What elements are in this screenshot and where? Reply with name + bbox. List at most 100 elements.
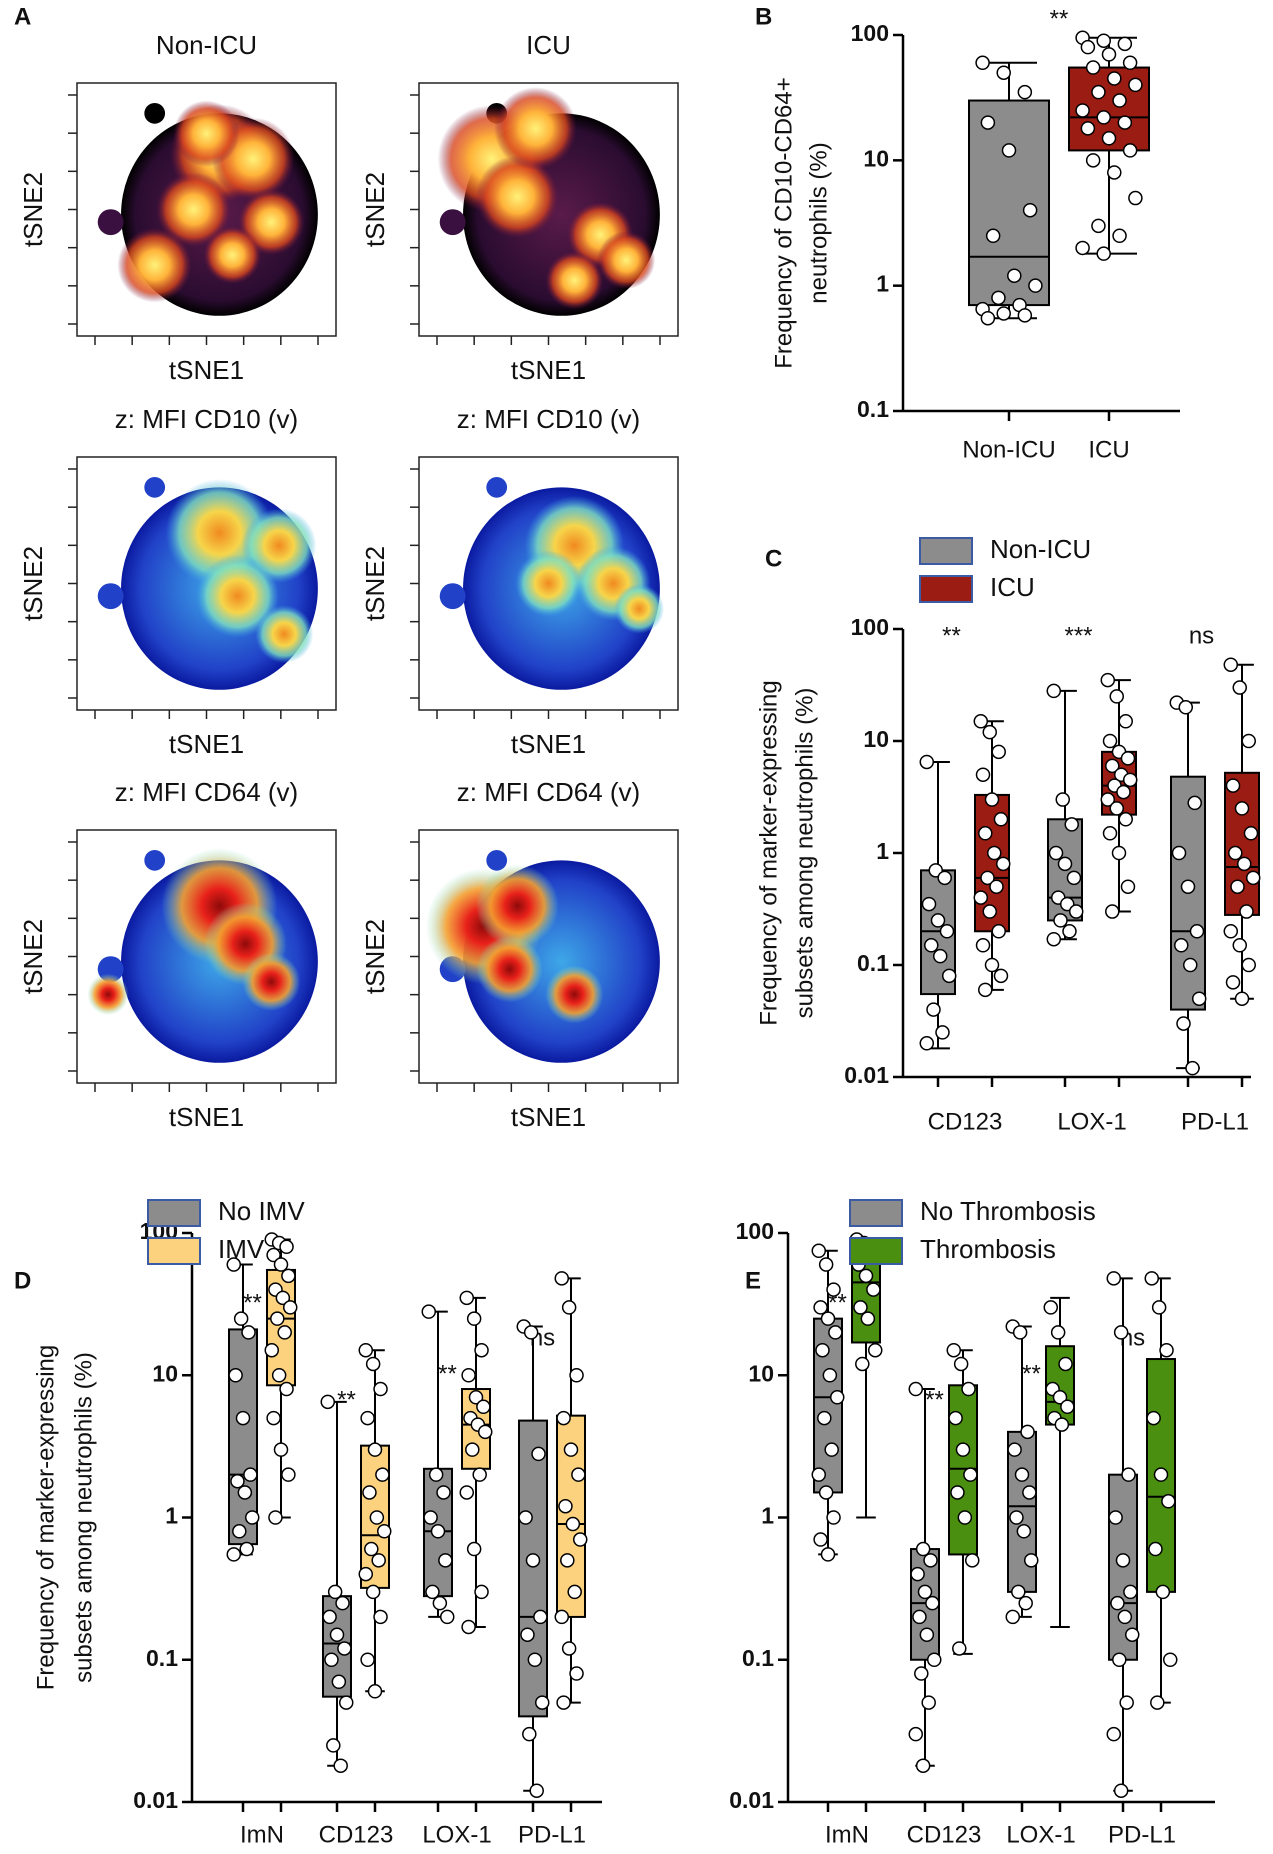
data-point [1102, 826, 1118, 841]
data-point [561, 1641, 577, 1656]
x-tick-label: ICU [1088, 436, 1129, 463]
data-point [1048, 845, 1064, 861]
data-point [367, 1442, 383, 1457]
data-point [1075, 240, 1090, 256]
data-point [1117, 1609, 1133, 1625]
tsne-island [144, 103, 166, 124]
data-point [1118, 812, 1133, 827]
tsne-density [196, 554, 280, 638]
data-point [1064, 817, 1079, 832]
data-point [982, 904, 998, 919]
data-point [853, 1300, 868, 1315]
data-point [1080, 39, 1096, 55]
data-point [1023, 1553, 1039, 1568]
data-point [360, 1652, 375, 1667]
panel-letter: D [14, 1267, 31, 1294]
data-point [1110, 1595, 1125, 1611]
data-point [964, 1553, 980, 1568]
data-point [1122, 55, 1138, 71]
y-axis-label: neutrophils (%) [805, 142, 832, 303]
data-point [1053, 913, 1068, 928]
tsne-island [97, 583, 124, 610]
data-point [525, 1553, 541, 1568]
data-point [1085, 60, 1101, 75]
legend-label: Thrombosis [920, 1234, 1056, 1264]
data-point [438, 1553, 453, 1568]
data-point [369, 1510, 385, 1525]
data-point [1107, 71, 1122, 86]
tsne-density [242, 952, 301, 1011]
data-point [1117, 115, 1133, 130]
data-point [818, 1257, 834, 1272]
data-point [978, 826, 993, 841]
data-point [996, 306, 1011, 321]
data-point [266, 1247, 281, 1263]
data-point [324, 1652, 339, 1667]
data-point [425, 1584, 440, 1600]
data-point [1185, 1060, 1200, 1076]
data-point [1100, 792, 1116, 807]
data-point [1050, 1325, 1066, 1340]
tsne-island [97, 209, 124, 236]
data-point [1112, 228, 1127, 244]
y-tick-label: 1 [876, 838, 889, 864]
data-point [232, 1524, 247, 1539]
data-point [474, 1584, 489, 1600]
data-point [1096, 33, 1111, 48]
data-point [908, 1726, 924, 1742]
tsne-density [494, 87, 577, 170]
tsne-density [475, 155, 559, 239]
data-point [360, 1410, 375, 1426]
data-point [233, 1311, 249, 1326]
data-point [1007, 1442, 1022, 1457]
data-point [277, 1325, 292, 1340]
data-point [561, 1300, 577, 1315]
data-point [1144, 1271, 1160, 1286]
data-point [1111, 845, 1127, 861]
data-point [996, 65, 1011, 80]
data-point [1005, 1609, 1021, 1625]
legend-label: ICU [990, 572, 1035, 602]
data-point [1091, 84, 1106, 100]
data-point [367, 1684, 383, 1699]
tsne-x-label: tSNE1 [511, 1102, 586, 1132]
data-point [1060, 1399, 1075, 1415]
data-point [358, 1342, 374, 1358]
data-point [1115, 1553, 1131, 1568]
data-point [1162, 1652, 1178, 1667]
y-tick-label: 100 [736, 1218, 774, 1244]
data-point [955, 1442, 971, 1457]
data-point [991, 744, 1006, 760]
data-point [1012, 1325, 1028, 1340]
data-point [461, 1619, 476, 1635]
data-point [1191, 991, 1207, 1006]
data-point [358, 1566, 374, 1582]
data-point [237, 1485, 253, 1500]
data-point [811, 1467, 827, 1482]
data-point [459, 1290, 475, 1306]
data-point [1120, 751, 1136, 766]
data-point [824, 1442, 839, 1457]
data-point [1171, 845, 1187, 861]
tsne-x-label: tSNE1 [169, 355, 244, 385]
significance: ** [337, 1386, 356, 1413]
data-point [554, 1609, 570, 1625]
data-point [950, 1485, 965, 1500]
data-point [919, 1627, 935, 1642]
y-axis-label: Frequency of marker-expressing [755, 680, 782, 1025]
data-point [281, 1467, 296, 1482]
box [518, 1419, 548, 1718]
data-point [917, 1584, 933, 1600]
x-tick-label: LOX-1 [422, 1821, 491, 1848]
data-point [243, 1467, 258, 1482]
data-point [465, 1442, 480, 1457]
tsne-density [515, 550, 582, 617]
data-point [228, 1368, 243, 1383]
data-point [1123, 1584, 1138, 1600]
data-point [556, 1410, 571, 1426]
data-point [1085, 153, 1101, 168]
data-point [1109, 801, 1125, 816]
x-tick-label: ImN [825, 1821, 869, 1848]
data-point [554, 1271, 570, 1286]
x-tick-label: CD123 [928, 1108, 1003, 1135]
